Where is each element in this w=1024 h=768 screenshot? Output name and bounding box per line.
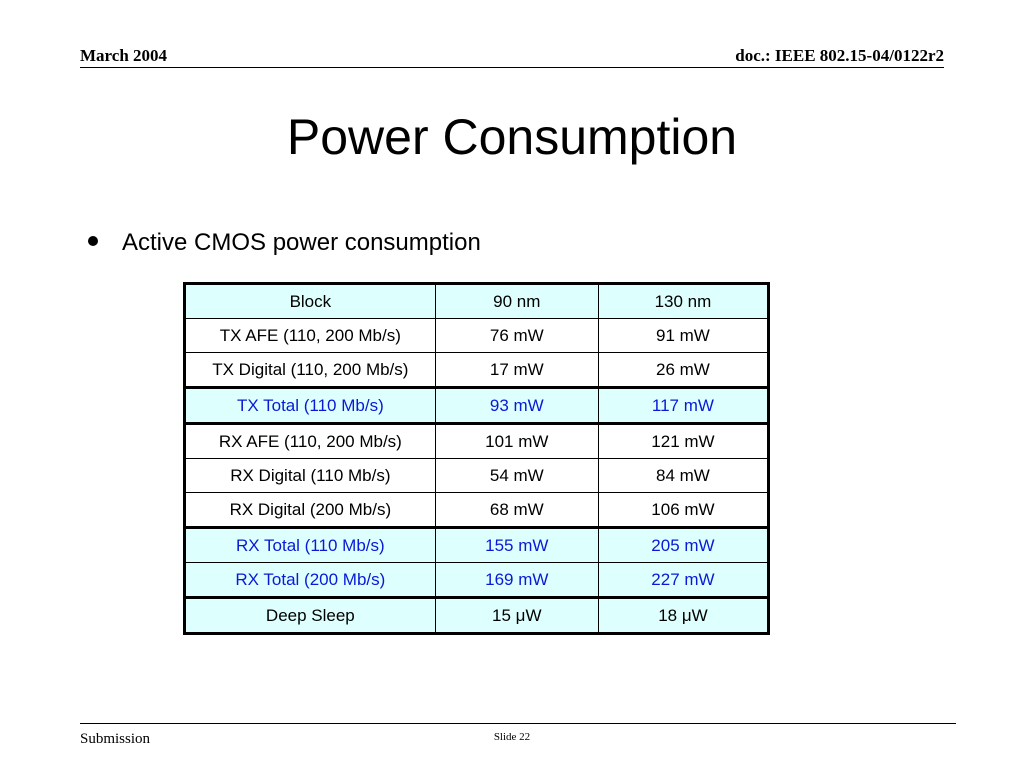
bullet-item: Active CMOS power consumption: [88, 229, 481, 257]
header-divider: [80, 67, 944, 68]
table-cell: 106 mW: [597, 492, 771, 529]
table-cell: RX Total (110 Mb/s): [183, 527, 436, 563]
table-row: RX AFE (110, 200 Mb/s) 101 mW 121 mW: [183, 423, 771, 459]
table-cell: 68 mW: [434, 492, 599, 529]
table-cell: 93 mW: [434, 387, 599, 425]
table-cell: 169 mW: [434, 562, 599, 599]
footer-divider: [80, 723, 956, 724]
bullet-text: Active CMOS power consumption: [122, 229, 481, 256]
table-header-row: Block 90 nm 130 nm: [183, 282, 771, 319]
table-cell: RX Digital (200 Mb/s): [183, 492, 436, 529]
table-row: RX Digital (110 Mb/s) 54 mW 84 mW: [183, 458, 771, 493]
table-row-total: RX Total (200 Mb/s) 169 mW 227 mW: [183, 562, 771, 599]
bullet-dot-icon: [88, 236, 98, 246]
table-cell: 205 mW: [597, 527, 771, 563]
header-cell-block: Block: [183, 282, 436, 319]
slide-title: Power Consumption: [286, 109, 738, 165]
table-cell: RX AFE (110, 200 Mb/s): [183, 423, 436, 459]
table-row-total: TX Total (110 Mb/s) 93 mW 117 mW: [183, 387, 771, 425]
table-cell: 155 mW: [434, 527, 599, 563]
table-cell: RX Digital (110 Mb/s): [183, 458, 436, 493]
table-cell: 26 mW: [597, 352, 771, 389]
table-cell: Deep Sleep: [183, 597, 436, 635]
table-row: TX AFE (110, 200 Mb/s) 76 mW 91 mW: [183, 318, 771, 353]
table-cell: 117 mW: [597, 387, 771, 425]
footer-label: Submission: [80, 731, 151, 747]
header-cell-90nm: 90 nm: [434, 282, 599, 319]
header-date: March 2004: [80, 46, 168, 65]
table-cell: TX Digital (110, 200 Mb/s): [183, 352, 436, 389]
table-row: TX Digital (110, 200 Mb/s) 17 mW 26 mW: [183, 352, 771, 389]
slide-number: Slide 22: [493, 731, 531, 743]
table-cell: 84 mW: [597, 458, 771, 493]
table-row-total: RX Total (110 Mb/s) 155 mW 205 mW: [183, 527, 771, 563]
table-cell: TX Total (110 Mb/s): [183, 387, 436, 425]
table-cell: TX AFE (110, 200 Mb/s): [183, 318, 436, 353]
table-cell: 91 mW: [597, 318, 771, 353]
power-consumption-table: Block 90 nm 130 nm TX AFE (110, 200 Mb/s…: [183, 282, 771, 635]
table-cell: 76 mW: [434, 318, 599, 353]
table-cell: 15 μW: [434, 597, 599, 635]
table-cell: 18 μW: [597, 597, 771, 635]
header-cell-130nm: 130 nm: [597, 282, 771, 319]
table-cell: 17 mW: [434, 352, 599, 389]
table-cell: 227 mW: [597, 562, 771, 599]
table-cell: 54 mW: [434, 458, 599, 493]
table-cell: 101 mW: [434, 423, 599, 459]
table-cell: 121 mW: [597, 423, 771, 459]
table-row-sleep: Deep Sleep 15 μW 18 μW: [183, 597, 771, 635]
table-row: RX Digital (200 Mb/s) 68 mW 106 mW: [183, 492, 771, 529]
table-cell: RX Total (200 Mb/s): [183, 562, 436, 599]
header-doc-id: doc.: IEEE 802.15-04/0122r2: [735, 46, 944, 65]
